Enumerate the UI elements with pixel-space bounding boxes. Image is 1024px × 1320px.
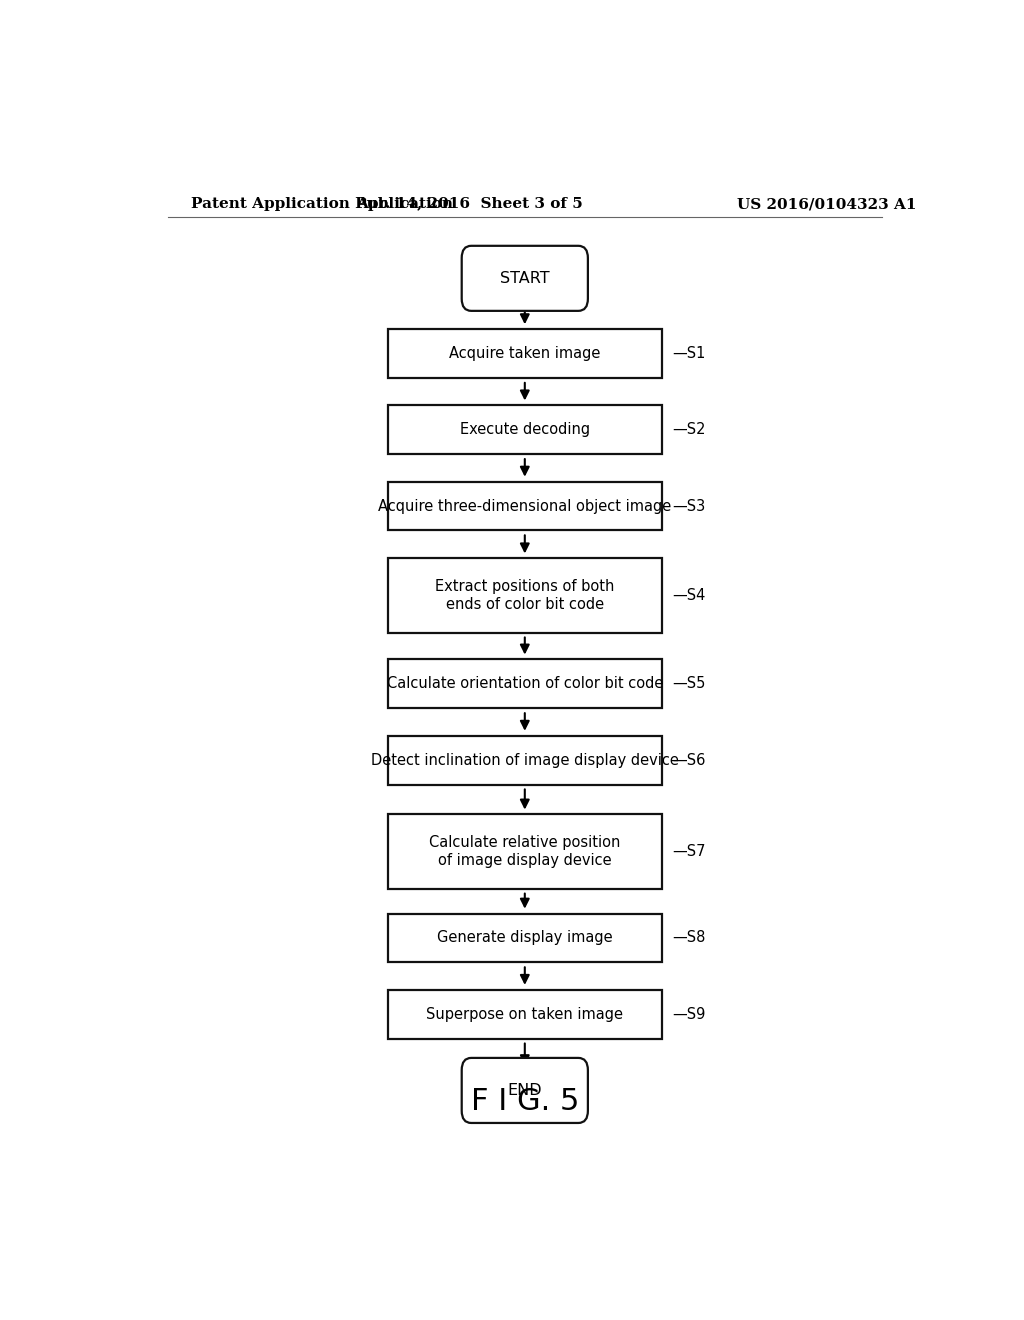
Text: —S5: —S5 — [672, 676, 706, 692]
Text: —S1: —S1 — [672, 346, 706, 362]
FancyBboxPatch shape — [388, 735, 662, 784]
Text: —S4: —S4 — [672, 587, 706, 603]
Text: Extract positions of both
ends of color bit code: Extract positions of both ends of color … — [435, 579, 614, 611]
Text: END: END — [508, 1082, 542, 1098]
FancyBboxPatch shape — [388, 329, 662, 378]
FancyBboxPatch shape — [388, 660, 662, 709]
Text: Superpose on taken image: Superpose on taken image — [426, 1007, 624, 1022]
Text: —S2: —S2 — [672, 422, 706, 437]
Text: Detect inclination of image display device: Detect inclination of image display devi… — [371, 752, 679, 768]
Text: US 2016/0104323 A1: US 2016/0104323 A1 — [736, 197, 916, 211]
Text: Generate display image: Generate display image — [437, 931, 612, 945]
Text: —S7: —S7 — [672, 843, 706, 859]
Text: —S3: —S3 — [672, 499, 706, 513]
FancyBboxPatch shape — [388, 913, 662, 962]
Text: —S9: —S9 — [672, 1007, 706, 1022]
Text: START: START — [500, 271, 550, 286]
Text: Acquire three-dimensional object image: Acquire three-dimensional object image — [378, 499, 672, 513]
FancyBboxPatch shape — [388, 482, 662, 531]
Text: F I G. 5: F I G. 5 — [471, 1088, 579, 1117]
FancyBboxPatch shape — [462, 246, 588, 312]
Text: Acquire taken image: Acquire taken image — [450, 346, 600, 362]
Text: Calculate orientation of color bit code: Calculate orientation of color bit code — [387, 676, 663, 692]
FancyBboxPatch shape — [388, 990, 662, 1039]
FancyBboxPatch shape — [388, 558, 662, 632]
Text: Execute decoding: Execute decoding — [460, 422, 590, 437]
FancyBboxPatch shape — [388, 405, 662, 454]
Text: Calculate relative position
of image display device: Calculate relative position of image dis… — [429, 836, 621, 867]
Text: Apr. 14, 2016  Sheet 3 of 5: Apr. 14, 2016 Sheet 3 of 5 — [356, 197, 583, 211]
Text: —S8: —S8 — [672, 931, 706, 945]
FancyBboxPatch shape — [462, 1057, 588, 1123]
Text: —S6: —S6 — [672, 752, 706, 768]
FancyBboxPatch shape — [388, 814, 662, 888]
Text: Patent Application Publication: Patent Application Publication — [191, 197, 454, 211]
